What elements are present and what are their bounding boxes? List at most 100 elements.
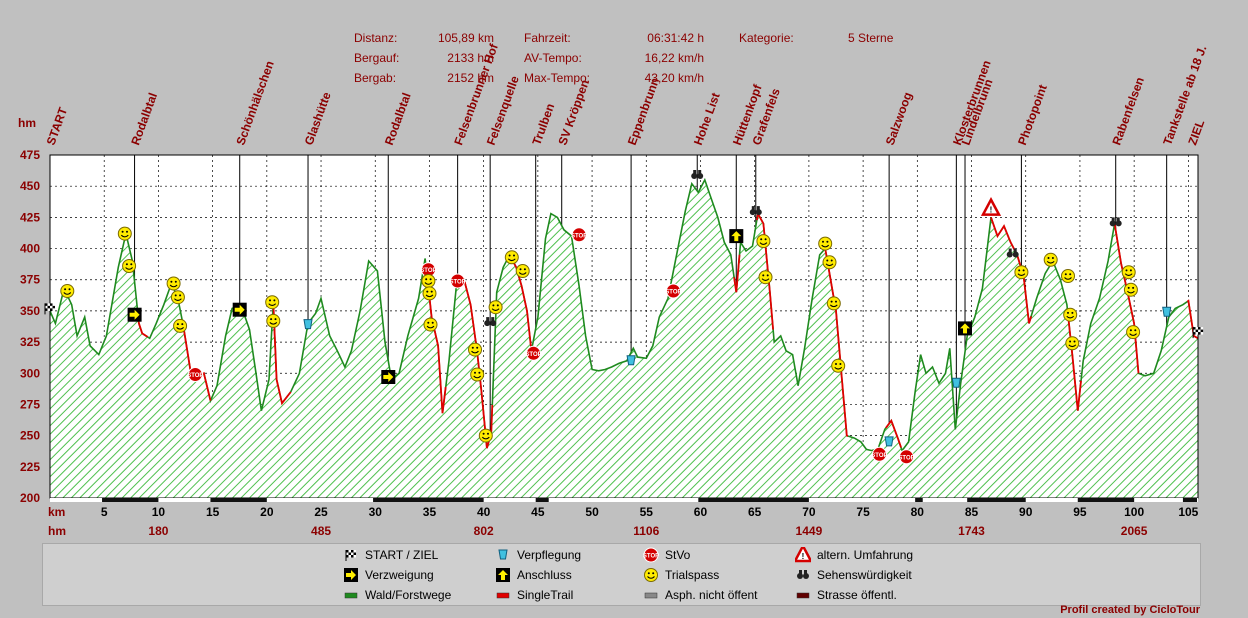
binocular-tube bbox=[491, 317, 495, 323]
legend-item: Anschluss bbox=[495, 567, 572, 583]
singletrail-segment bbox=[885, 418, 902, 448]
stat-climb-label: Bergauf: bbox=[354, 51, 400, 65]
smiley-mouth bbox=[1017, 273, 1026, 276]
smiley-eye bbox=[64, 288, 67, 291]
road-bar-segment bbox=[1077, 498, 1135, 502]
climb-tick-label: 1106 bbox=[633, 524, 659, 538]
smiley-icon bbox=[756, 234, 771, 249]
waypoint-label: Rodalbtal bbox=[382, 91, 414, 147]
cup-shape bbox=[884, 436, 894, 447]
warning-triangle bbox=[980, 196, 1002, 216]
y-axis-label: hm bbox=[18, 116, 36, 130]
flag-square bbox=[1193, 329, 1196, 333]
smiley-face bbox=[515, 264, 530, 278]
y-tick-label: 325 bbox=[20, 335, 40, 349]
smiley-face bbox=[758, 270, 773, 285]
arrow-shape bbox=[383, 372, 394, 382]
smiley-eye bbox=[170, 280, 173, 283]
flag-square bbox=[47, 303, 50, 306]
smiley-icon bbox=[1014, 265, 1029, 280]
warning-icon: ! bbox=[795, 547, 811, 563]
climb-tick-label: 1743 bbox=[958, 524, 985, 538]
smiley-eye bbox=[762, 274, 765, 277]
smiley-face bbox=[468, 342, 482, 357]
smiley-eye bbox=[519, 268, 522, 271]
arrow-shape bbox=[234, 304, 245, 315]
binocular-tube bbox=[804, 570, 807, 575]
smiley-mouth bbox=[761, 278, 770, 281]
smiley-icon bbox=[173, 318, 188, 333]
smiley-eye bbox=[270, 318, 273, 321]
line-swatch bbox=[496, 592, 510, 599]
arrow-up-icon bbox=[496, 568, 510, 582]
smiley-eye bbox=[1018, 269, 1021, 272]
flag-square bbox=[52, 303, 55, 306]
smiley-icon bbox=[468, 342, 482, 357]
stop-icon: STOP bbox=[187, 367, 203, 382]
legend-item: STOP StVo bbox=[643, 547, 690, 563]
smiley-eye bbox=[1071, 311, 1074, 314]
smiley-mouth bbox=[176, 327, 184, 330]
x-tick-label: 65 bbox=[748, 505, 762, 519]
stop-icon: STOP bbox=[871, 446, 888, 462]
cup-icon bbox=[303, 319, 313, 330]
binoculars-icon bbox=[691, 170, 704, 179]
flag-square bbox=[351, 555, 354, 558]
smiley-face bbox=[117, 226, 132, 241]
line-swatch bbox=[644, 592, 658, 599]
arrow-shape bbox=[498, 570, 508, 580]
legend-label: START / ZIEL bbox=[365, 548, 439, 562]
singletrail-segment bbox=[756, 210, 774, 330]
climb-tick-label: 485 bbox=[311, 524, 331, 538]
smiley-eye bbox=[274, 318, 277, 321]
smiley-mouth bbox=[481, 436, 490, 440]
warning-triangle bbox=[795, 547, 811, 563]
x-tick-label: 25 bbox=[314, 505, 328, 519]
smiley-eye bbox=[482, 432, 485, 435]
stop-icon: STOP bbox=[665, 283, 682, 299]
climb-tick-label: 2065 bbox=[1121, 524, 1148, 538]
stop-sign bbox=[571, 227, 587, 243]
credit-text: Profil created by CicloTour bbox=[1060, 604, 1200, 616]
smiley-icon bbox=[117, 226, 132, 241]
cup-icon bbox=[1162, 306, 1172, 317]
legend-item: SingleTrail bbox=[495, 587, 573, 603]
flag-square bbox=[52, 308, 55, 311]
waypoint-label: Eppenbrunn bbox=[625, 76, 662, 147]
waypoint-label: Schönhälschen bbox=[233, 59, 276, 147]
flag-square bbox=[1198, 327, 1201, 330]
stop-sign bbox=[899, 449, 914, 465]
stop-sign bbox=[187, 367, 203, 382]
binocular-tube bbox=[799, 570, 802, 575]
cup-icon bbox=[626, 355, 636, 366]
smiley-mouth bbox=[491, 308, 500, 311]
flag-square bbox=[1198, 329, 1201, 333]
smiley-icon bbox=[422, 286, 437, 301]
smiley-eye bbox=[1069, 273, 1072, 276]
binocular-tube bbox=[486, 317, 490, 323]
waypoint-label: Photopoint bbox=[1015, 83, 1050, 147]
flag-square bbox=[1193, 327, 1196, 330]
smiley-icon bbox=[170, 290, 185, 305]
smiley-icon bbox=[644, 568, 658, 582]
arrow-right-icon bbox=[232, 302, 247, 317]
waypoint-label: ZIEL bbox=[1185, 118, 1207, 147]
arrow-up-icon bbox=[729, 229, 744, 244]
smiley-eye bbox=[1022, 269, 1025, 272]
smiley-mouth bbox=[821, 244, 830, 248]
flag-square bbox=[45, 308, 48, 311]
arrow-right-icon bbox=[344, 568, 358, 582]
smiley-eye bbox=[1051, 257, 1054, 259]
smiley-face bbox=[421, 274, 436, 288]
cup-shape bbox=[303, 319, 313, 330]
smiley-eye bbox=[429, 278, 432, 281]
smiley-eye bbox=[760, 238, 763, 241]
road-bar-segment bbox=[210, 498, 267, 502]
smiley-icon bbox=[826, 296, 841, 311]
stat-climb-value: 2133 hm bbox=[447, 51, 494, 65]
smiley-eye bbox=[766, 274, 769, 277]
legend-label: Trialspass bbox=[665, 568, 720, 582]
y-tick-label: 300 bbox=[20, 366, 40, 380]
x-tick-label: 75 bbox=[856, 505, 870, 519]
elevation-profile-chart: 200 225 250 275 300 325 350 375 400 425 450 475 5 10 1… bbox=[18, 41, 1209, 538]
